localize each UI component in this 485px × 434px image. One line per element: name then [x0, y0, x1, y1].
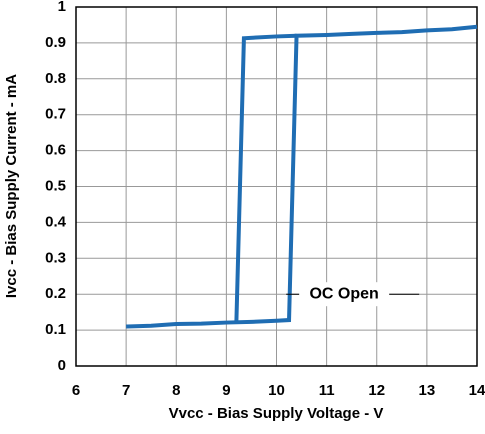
y-tick-label: 1 [58, 0, 66, 15]
x-tick-label: 12 [368, 382, 385, 399]
y-tick-label: 0.5 [45, 177, 66, 194]
y-tick-label: 0.1 [45, 321, 66, 338]
y-tick-label: 0.9 [45, 34, 66, 51]
data-line [126, 24, 478, 329]
x-tick-label: 10 [268, 382, 285, 399]
y-tick-label: 0.4 [45, 213, 67, 230]
x-tick-label: 14 [469, 382, 485, 399]
x-tick-label: 11 [319, 382, 335, 399]
y-axis-label: Ivcc - Bias Supply Current - mA [3, 74, 20, 298]
y-tick-label: 0.6 [45, 142, 66, 159]
y-tick-label: 0 [58, 357, 66, 374]
data-line [234, 33, 297, 322]
y-tick-label: 0.3 [45, 249, 66, 266]
x-tick-label: 8 [172, 382, 180, 399]
annotation: OC Open [309, 285, 378, 302]
y-tick-label: 0.2 [45, 285, 66, 302]
x-tick-label: 9 [222, 382, 230, 399]
plot-frame [75, 6, 478, 367]
x-tick-label: 6 [72, 382, 80, 399]
x-tick-label: 7 [122, 382, 130, 399]
y-tick-label: 0.7 [45, 106, 66, 123]
x-tick-label: 13 [419, 382, 436, 399]
x-axis-label: Vvcc - Bias Supply Voltage - V [169, 405, 384, 422]
annotation-box [299, 282, 390, 307]
y-tick-label: 0.8 [45, 70, 66, 87]
